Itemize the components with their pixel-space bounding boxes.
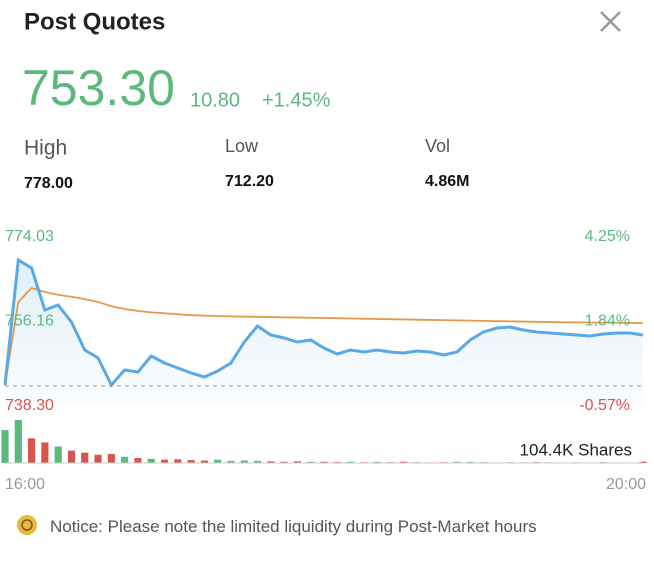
- volume-bar: [174, 459, 182, 463]
- y-tick-label: 774.03: [5, 228, 54, 245]
- volume-bar: [54, 446, 62, 463]
- stat-value: 778.00: [24, 175, 73, 192]
- price-line: [3, 257, 644, 388]
- stat-label: Low: [225, 136, 259, 156]
- x-tick-label: 20:00: [606, 476, 646, 493]
- volume-bar: [160, 459, 169, 463]
- volume-bar: [1, 430, 9, 463]
- stat-label: Vol: [425, 136, 450, 156]
- stat-value: 712.20: [225, 173, 274, 190]
- volume-bar: [307, 461, 315, 463]
- volume-bar: [28, 438, 36, 463]
- volume-bar: [240, 460, 248, 463]
- volume-bar: [293, 461, 301, 463]
- title: Post Quotes: [24, 8, 165, 35]
- volume-bar: [67, 450, 76, 463]
- volume-bar: [107, 453, 115, 463]
- volume-bar: [400, 461, 408, 463]
- volume-bar: [453, 461, 461, 463]
- notice: Notice: Please note the limited liquidit…: [50, 517, 537, 536]
- volume-bar: [187, 460, 195, 463]
- volume-bar: [373, 461, 381, 463]
- volume-bar: [121, 456, 129, 463]
- notice-icon: [17, 515, 37, 535]
- volume-bar: [81, 452, 89, 463]
- y2-tick-label: 1.84%: [585, 313, 630, 330]
- volume-bar: [280, 461, 288, 463]
- volume-bar: [320, 461, 328, 463]
- volume-bar: [466, 461, 474, 463]
- volume-max-label: 104.4K Shares: [520, 440, 632, 459]
- y-tick-label: 738.30: [5, 397, 54, 414]
- stat-value: 4.86M: [425, 173, 469, 190]
- volume-bar: [333, 461, 341, 463]
- y2-tick-label: 4.25%: [585, 228, 630, 245]
- volume-bar: [347, 461, 355, 463]
- volume-bar: [214, 459, 222, 463]
- change: 10.80: [190, 89, 240, 111]
- volume-bar: [41, 442, 49, 463]
- volume-bar: [253, 460, 262, 463]
- change-pct: +1.45%: [262, 89, 331, 111]
- y2-tick-label: -0.57%: [579, 397, 630, 414]
- volume-bar: [267, 461, 275, 463]
- price-chart: 774.03 756.16 738.30 4.25% 1.84% -0.57% 104.4K…: [1, 228, 647, 493]
- volume-bar: [639, 461, 647, 463]
- stat-label: High: [24, 137, 67, 160]
- volume-bar: [94, 454, 102, 463]
- x-tick-label: 16:00: [5, 476, 45, 493]
- volume-bar: [14, 420, 22, 463]
- volume-bar: [200, 460, 208, 463]
- y-tick-label: 756.16: [5, 313, 54, 330]
- close-button[interactable]: [600, 11, 621, 32]
- average-line: [4, 286, 644, 386]
- notice-icon-detail: [21, 519, 33, 531]
- volume-bar: [227, 460, 235, 463]
- price: 753.30: [22, 60, 175, 116]
- volume-bar: [147, 458, 155, 463]
- volume-bar: [134, 458, 142, 463]
- price-area: [5, 259, 643, 406]
